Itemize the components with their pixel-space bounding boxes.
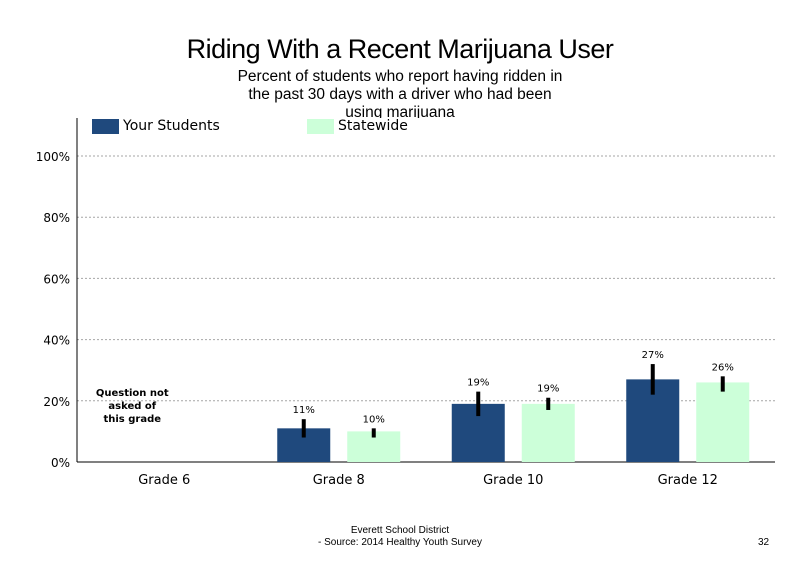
legend-swatch-your-students — [92, 118, 119, 134]
x-tick-label: Grade 10 — [483, 473, 543, 488]
x-tick-label: Grade 8 — [313, 473, 365, 488]
page-number: 32 — [758, 537, 770, 548]
chart-title: Riding With a Recent Marijuana User — [186, 34, 614, 64]
y-tick-label: 20% — [43, 395, 70, 409]
footer-source: - Source: 2014 Healthy Youth Survey — [318, 537, 482, 548]
bar — [696, 382, 750, 462]
legend-label-statewide: Statewide — [338, 118, 408, 134]
data-label: 26% — [712, 362, 734, 373]
data-label: 19% — [467, 378, 489, 389]
x-tick-label: Grade 6 — [138, 473, 190, 488]
legend-label-your-students: Your Students — [123, 118, 220, 134]
y-tick-label: 80% — [43, 211, 70, 225]
legend-swatch-statewide — [307, 118, 334, 134]
y-tick-label: 0% — [51, 456, 70, 470]
annotation-text: this grade — [103, 414, 161, 425]
footer: Everett School District - Source: 2014 H… — [300, 525, 500, 549]
annotation-text: asked of — [108, 401, 156, 412]
data-label: 19% — [537, 384, 559, 395]
annotation-text: Question not — [96, 388, 169, 399]
bar — [521, 403, 575, 462]
footer-district: Everett School District — [350, 525, 450, 536]
data-label: 27% — [642, 350, 664, 361]
legend-statewide: Statewide — [307, 118, 408, 134]
legend-your-students: Your Students — [92, 118, 220, 134]
chart-subtitle: Percent of students who report having ri… — [237, 68, 563, 118]
data-label: 10% — [363, 414, 385, 425]
y-tick-label: 40% — [43, 334, 70, 348]
x-tick-label: Grade 12 — [658, 473, 718, 488]
y-tick-label: 60% — [43, 272, 70, 286]
y-tick-label: 100% — [36, 150, 70, 164]
data-label: 11% — [293, 405, 315, 416]
